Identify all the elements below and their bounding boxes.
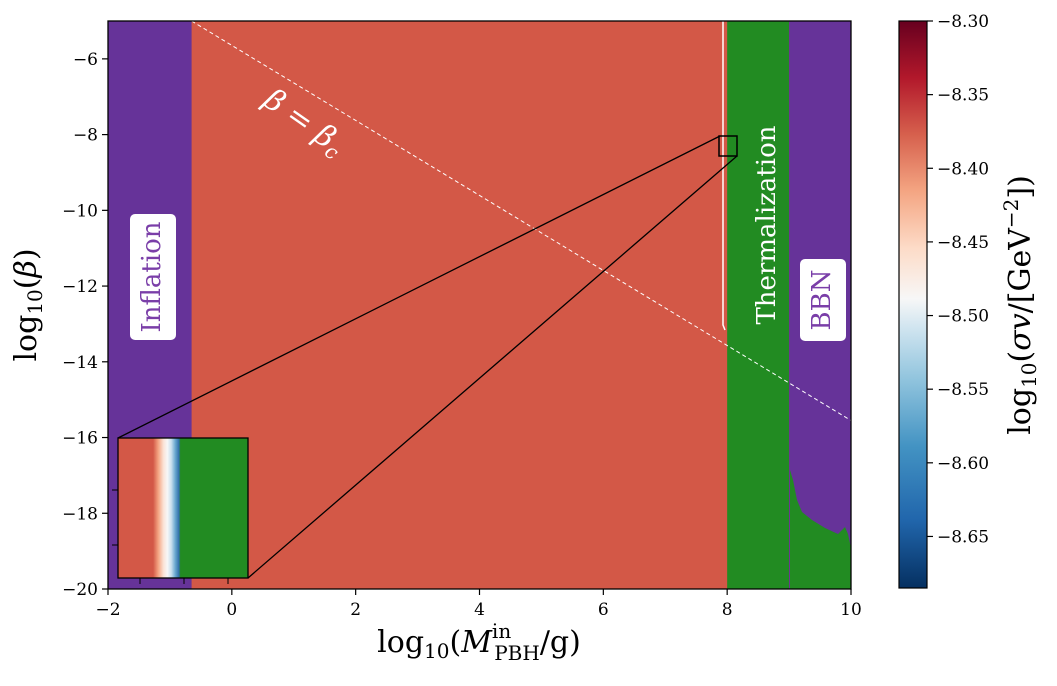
- y-tick-label: −18: [62, 504, 98, 524]
- zoom-connector-top: [117, 135, 721, 439]
- bbn-label: BBN: [800, 259, 846, 341]
- colorbar-tick-label: −8.45: [937, 233, 989, 253]
- colorbar-tick-label: −8.50: [937, 307, 989, 327]
- y-tick-label: −20: [62, 580, 98, 600]
- y-axis-label: log10(β): [9, 248, 47, 361]
- thermalization-label-text: Thermalization: [752, 125, 782, 324]
- bbn-label-text: BBN: [807, 270, 837, 331]
- x-tick-label: 4: [474, 600, 485, 620]
- zoom-inset: [112, 437, 249, 584]
- y-tick-label: −16: [62, 429, 98, 449]
- y-tick-label: −8: [73, 126, 98, 146]
- colorbar-tick-label: −8.30: [937, 12, 989, 32]
- colorbar-label: log10(σv/[GeV−2]): [999, 175, 1041, 435]
- x-tick-label: 0: [226, 600, 237, 620]
- zoom-box: [718, 135, 738, 157]
- x-tick-label: 8: [722, 600, 733, 620]
- colorbar: [898, 20, 928, 589]
- thermalization-edge-line: [722, 21, 726, 331]
- x-tick-label: −2: [95, 600, 120, 620]
- thermalization-region: [727, 21, 790, 589]
- colorbar-tick-label: −8.35: [937, 86, 989, 106]
- x-axis-label: log10(Min PBH/g): [377, 619, 581, 665]
- x-tick-label: 10: [840, 600, 862, 620]
- colorbar-tick-label: −8.40: [937, 159, 989, 179]
- y-axis-ticks: −6 −8 −10 −12 −14 −16 −18 −20: [62, 50, 108, 600]
- colorbar-tick-label: −8.55: [937, 380, 989, 400]
- bbn-green-corner: [790, 470, 851, 589]
- inflation-label: Inflation: [130, 214, 176, 340]
- critical-beta-line: [191, 21, 851, 421]
- colorbar-ticks: −8.30 −8.35 −8.40 −8.45 −8.50 −8.55 −8.60 −8.65: [927, 12, 989, 547]
- zoom-connector-bottom: [247, 155, 738, 579]
- y-tick-label: −14: [62, 353, 98, 373]
- colorbar-tick-label: −8.60: [937, 454, 989, 474]
- y-tick-label: −10: [62, 201, 98, 221]
- x-tick-label: 6: [598, 600, 609, 620]
- x-tick-label: 2: [350, 600, 361, 620]
- colorbar-tick-label: −8.65: [937, 527, 989, 547]
- y-tick-label: −12: [62, 277, 98, 297]
- x-axis-ticks: −2 0 2 4 6 8 10: [95, 589, 862, 620]
- y-tick-label: −6: [73, 50, 98, 70]
- inflation-label-text: Inflation: [137, 221, 167, 332]
